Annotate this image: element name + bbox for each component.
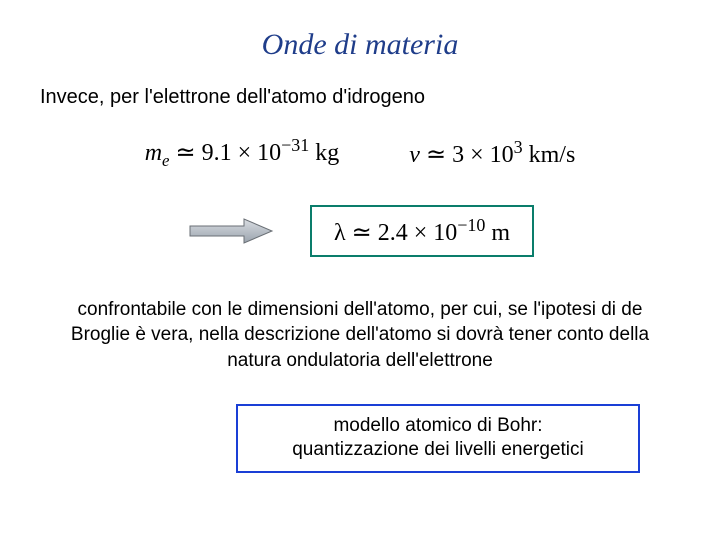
slide-title: Onde di materia: [40, 28, 680, 62]
velocity-symbol: v: [409, 142, 420, 168]
approx-sign: ≃: [352, 220, 372, 246]
vel-exponent: 3: [514, 137, 523, 157]
vel-unit: km/s: [529, 142, 576, 168]
mass-coeff: 9.1: [202, 140, 232, 166]
electron-mass-equation: me ≃ 9.1 × 10−31 kg: [145, 135, 340, 171]
approx-sign: ≃: [426, 142, 446, 168]
wavelength-box: λ ≃ 2.4 × 10−10 m: [310, 205, 534, 257]
mass-exponent: −31: [281, 135, 309, 155]
mass-unit: kg: [315, 140, 339, 166]
bohr-line1: modello atomico di Bohr:: [258, 414, 618, 439]
lambda-base: 10: [433, 220, 457, 246]
lambda-symbol: λ: [334, 220, 346, 246]
bohr-model-box: modello atomico di Bohr: quantizzazione …: [236, 404, 640, 473]
bohr-line2: quantizzazione dei livelli energetici: [258, 438, 618, 463]
intro-text: Invece, per l'elettrone dell'atomo d'idr…: [40, 86, 680, 109]
conclusion-text: confrontabile con le dimensioni dell'ato…: [50, 297, 670, 374]
times-sign: ×: [470, 142, 484, 168]
result-row: λ ≃ 2.4 × 10−10 m: [40, 205, 680, 257]
equations-row: me ≃ 9.1 × 10−31 kg v ≃ 3 × 103 km/s: [40, 135, 680, 171]
vel-base: 10: [490, 142, 514, 168]
times-sign: ×: [414, 220, 428, 246]
vel-coeff: 3: [452, 142, 464, 168]
lambda-exponent: −10: [457, 215, 485, 235]
mass-base: 10: [257, 140, 281, 166]
approx-sign: ≃: [175, 140, 195, 166]
mass-subscript: e: [162, 151, 169, 170]
mass-symbol: m: [145, 140, 162, 166]
lambda-unit: m: [491, 220, 510, 246]
arrow-icon: [186, 216, 276, 246]
times-sign: ×: [238, 140, 252, 166]
electron-velocity-equation: v ≃ 3 × 103 km/s: [409, 137, 575, 169]
lambda-coeff: 2.4: [378, 220, 408, 246]
